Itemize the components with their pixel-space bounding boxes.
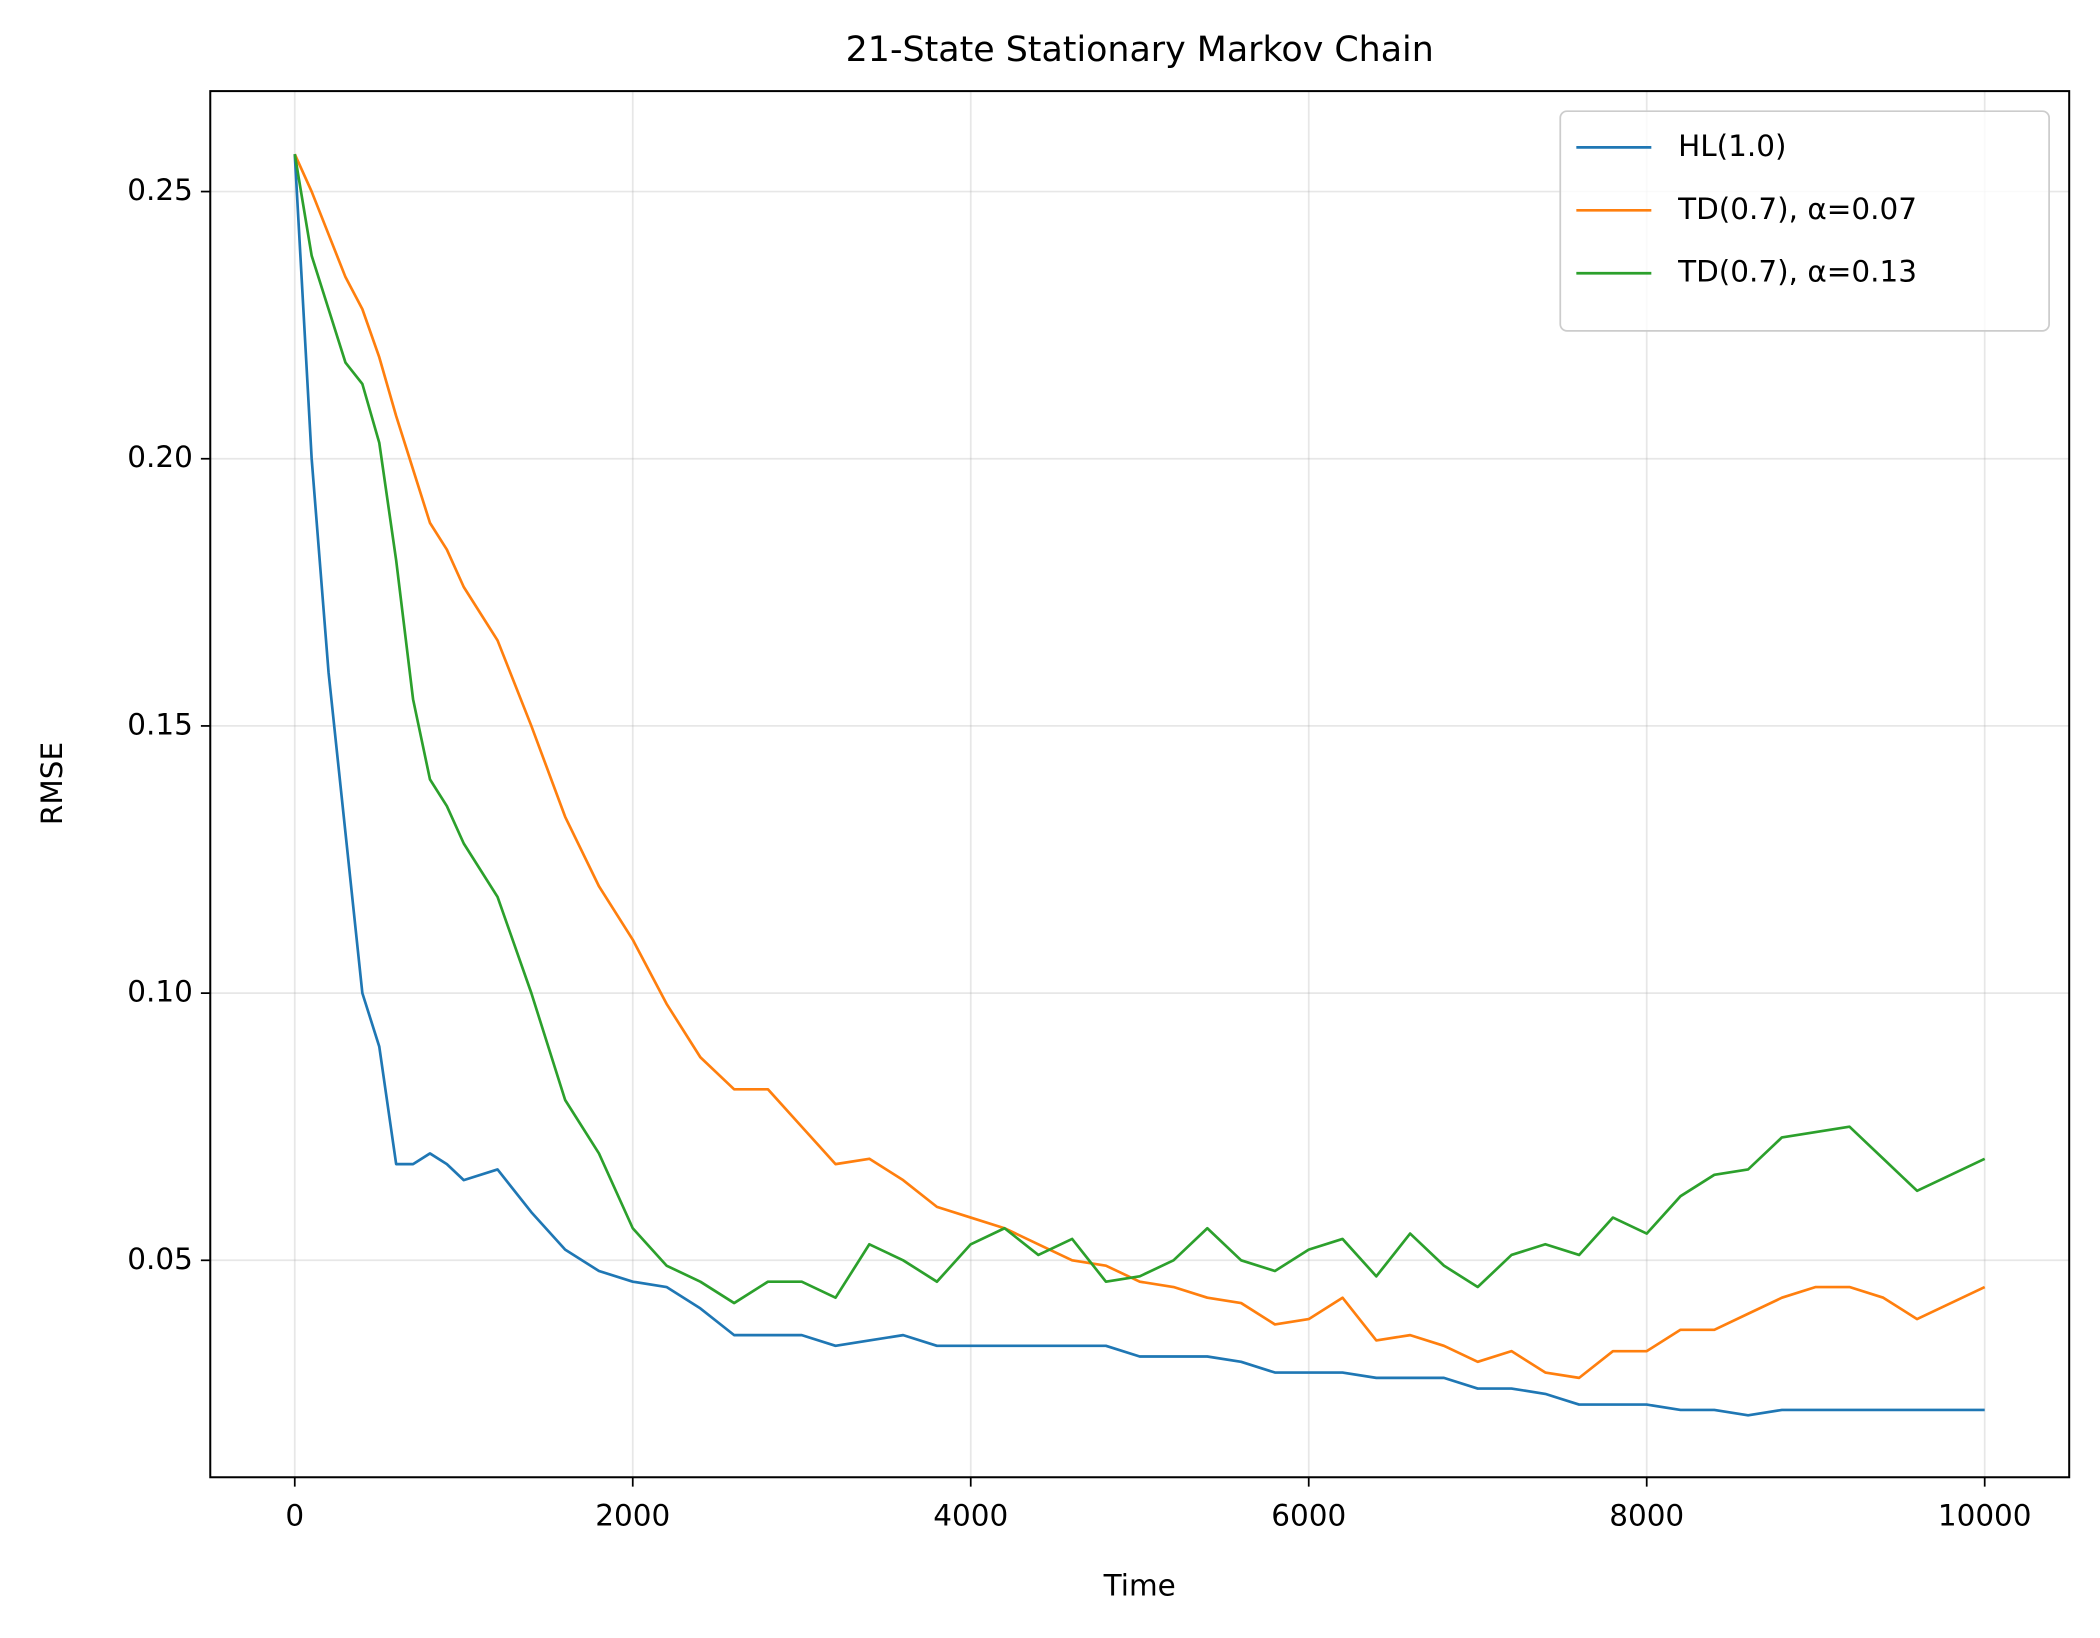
- y-tick-label: 0.20: [127, 440, 193, 474]
- y-tick-label: 0.10: [127, 975, 193, 1009]
- x-tick-label: 8000: [1609, 1498, 1684, 1532]
- legend-box: [1559, 110, 2050, 332]
- y-tick-label: 0.15: [127, 707, 193, 741]
- chart-title: 21-State Stationary Markov Chain: [846, 30, 1434, 70]
- y-tick-label: 0.05: [127, 1242, 193, 1276]
- y-axis-label: RMSE: [35, 742, 69, 825]
- legend-label: TD(0.7), α=0.07: [1677, 192, 1917, 226]
- plot-frame: [209, 90, 2071, 1479]
- x-tick-label: 6000: [1271, 1498, 1346, 1532]
- line-series: [293, 153, 1986, 1380]
- x-axis-label: Time: [1103, 1569, 1176, 1603]
- line-series: [293, 154, 1985, 1417]
- y-tick-label: 0.25: [127, 173, 193, 207]
- legend-label: HL(1.0): [1678, 129, 1786, 163]
- x-tick-label: 4000: [933, 1498, 1008, 1532]
- x-tick-label: 10000: [1938, 1498, 2032, 1532]
- x-tick-label: 2000: [595, 1498, 670, 1532]
- legend-label: TD(0.7), α=0.13: [1677, 255, 1917, 289]
- x-tick-label: 0: [285, 1498, 304, 1532]
- line-series: [293, 153, 1986, 1305]
